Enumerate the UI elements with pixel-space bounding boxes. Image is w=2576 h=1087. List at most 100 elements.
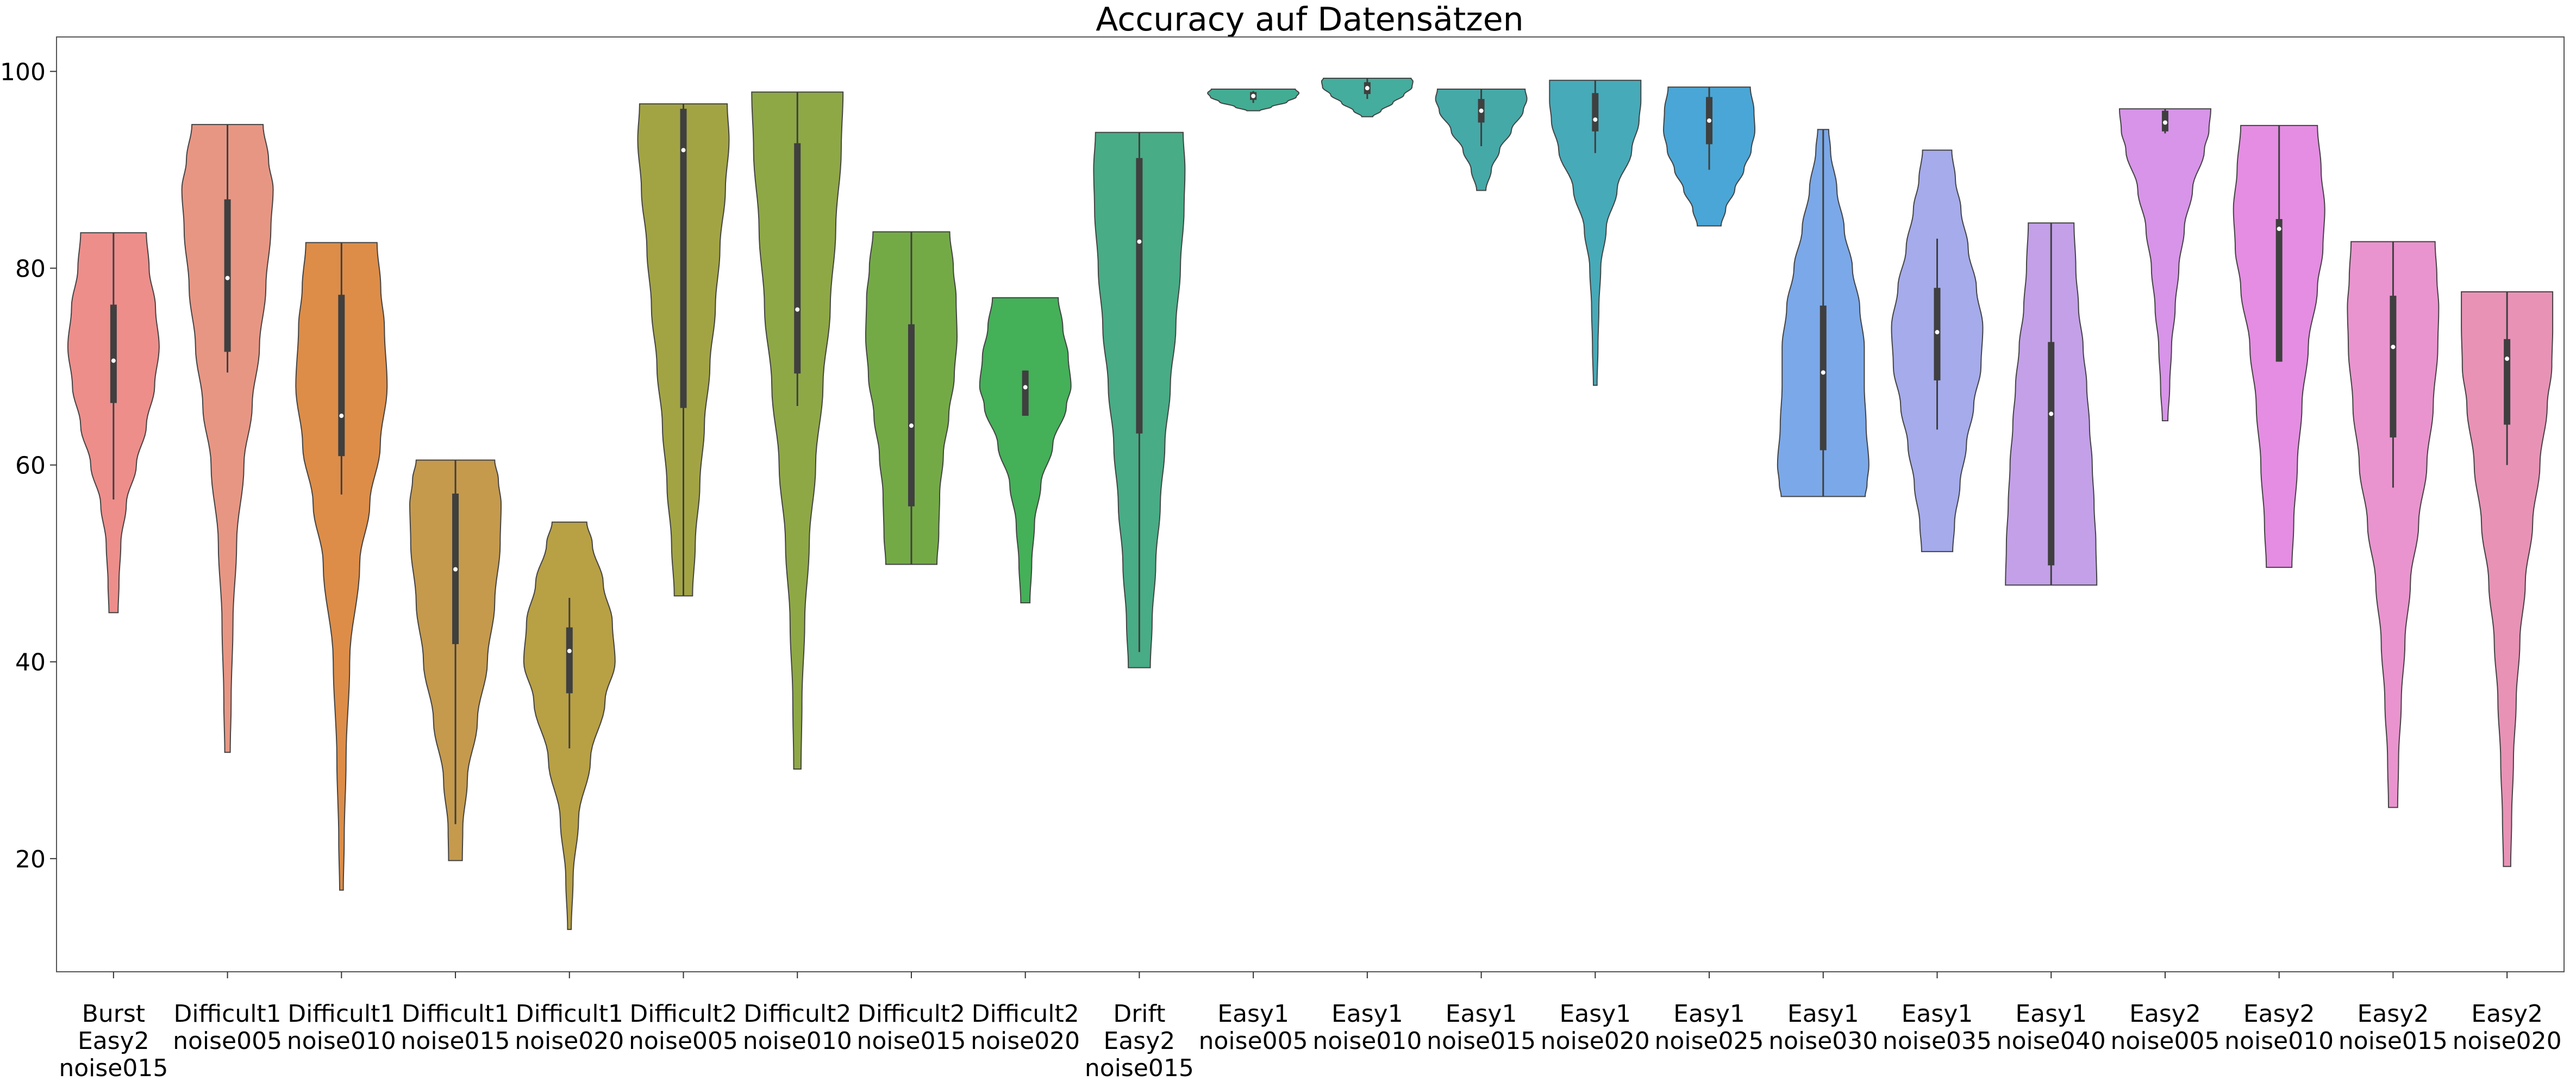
violin-median-dot [1707,118,1712,123]
violin-easy1-noise025 [1662,86,1755,227]
violins-group [67,78,2554,930]
x-tick-label-line: noise020 [515,1027,624,1055]
x-tick-label-line: Easy1 [1559,1000,1631,1028]
violin-easy1-noise030 [1777,129,1870,497]
violin-median-dot [795,307,800,312]
violin-median-dot [909,423,914,428]
violin-median-dot [1137,239,1142,244]
x-tick-label: Easy1 noise010 [1312,1000,1422,1055]
x-tick-label: Easy2 noise005 [2110,1000,2219,1055]
y-tick-label: 100 [0,58,46,86]
x-tick-label-line: noise040 [1997,1027,2106,1055]
violin-median-dot [567,648,572,653]
x-tick-label-line: Burst [82,1000,145,1028]
x-tick-label: Easy1 noise015 [1427,1000,1536,1055]
x-tick-label-line: Difficult2 [858,1000,965,1028]
violin-drift-easy2-noise015 [1093,132,1186,669]
x-tick-label-line: noise010 [2224,1027,2334,1055]
x-tick-label-line: noise030 [1768,1027,1878,1055]
violin-easy1-noise010 [1321,78,1414,117]
x-tick-label-line: noise010 [743,1027,852,1055]
y-tick-label: 80 [15,255,46,283]
x-tick-label: Easy1 noise005 [1199,1000,1308,1055]
x-tick-label-line: noise015 [1427,1027,1536,1055]
x-tick-label-line: noise005 [173,1027,282,1055]
x-tick-label: Burst Easy2 noise015 [59,1000,168,1082]
violin-easy2-noise020 [2461,291,2554,867]
x-tick-label: Difficult1 noise005 [173,1000,282,1055]
violin-body [2347,241,2440,808]
x-tick-label: Easy2 noise015 [2339,1000,2448,1055]
x-tick-label-line: Easy1 [1446,1000,1517,1028]
violin-body [2118,108,2212,422]
x-tick-label-line: Easy2 [78,1027,149,1055]
violin-difficult2-noise020 [979,297,1072,604]
violin-median-dot [1365,86,1370,91]
violin-median-dot [1023,385,1028,390]
violin-burst-easy2-noise015 [67,232,160,614]
x-tick-label: Easy1 noise030 [1768,1000,1878,1055]
violin-median-dot [111,358,116,363]
x-tick-label-line: noise015 [2339,1027,2448,1055]
violin-median-dot [2162,120,2167,125]
x-tick-label-line: Difficult2 [743,1000,851,1028]
x-tick-label: Difficult2 noise015 [856,1000,966,1055]
violin-easy2-noise005 [2118,108,2212,422]
violin-difficult1-noise010 [295,242,388,891]
x-tick-label: Difficult2 noise020 [971,1000,1080,1055]
x-tick-label: Difficult1 noise010 [287,1000,396,1055]
x-tick-label-line: Difficult2 [629,1000,737,1028]
x-tick-label-line: noise005 [2110,1027,2219,1055]
x-tick-label-line: noise025 [1655,1027,1764,1055]
violin-difficult1-noise015 [409,459,502,861]
x-tick-label: Difficult1 noise015 [401,1000,510,1055]
x-tick-label-line: Easy1 [1902,1000,1973,1028]
x-tick-label-line: Easy1 [1331,1000,1403,1028]
violin-body [1549,79,1642,386]
x-tick-label-line: Difficult2 [972,1000,1079,1028]
violin-median-dot [225,276,230,280]
violin-body [181,124,274,753]
chart-title: Accuracy auf Datensätzen [1096,1,1523,39]
x-tick-label-line: noise015 [59,1054,168,1082]
violin-easy2-noise010 [2233,124,2325,568]
x-tick-label-line: Easy2 [2471,1000,2543,1028]
x-tick-label-line: Easy2 [1104,1027,1176,1055]
violin-median-dot [1935,330,1940,335]
violin-median-dot [453,567,458,572]
x-tick-label-line: noise020 [971,1027,1080,1055]
violin-easy1-noise040 [2005,222,2098,586]
x-tick-label: Easy2 noise020 [2453,1000,2562,1055]
x-tick-label: Easy1 noise040 [1997,1000,2106,1055]
y-tick-label: 20 [15,846,46,873]
x-tick-label-line: noise010 [287,1027,396,1055]
violin-median-dot [2277,227,2281,232]
x-tick-label-line: Easy1 [1787,1000,1859,1028]
violin-difficult2-noise005 [637,103,730,597]
violin-easy1-noise005 [1207,89,1300,111]
x-tick-label: Easy1 noise035 [1883,1000,1992,1055]
x-tick-label-line: Difficult1 [402,1000,509,1028]
violin-median-dot [1593,117,1598,122]
violin-median-dot [2391,345,2396,349]
violin-easy2-noise015 [2347,241,2440,808]
violin-difficult1-noise020 [523,521,616,930]
x-tick-label-line: Difficult1 [287,1000,395,1028]
x-tick-label-line: noise015 [856,1027,966,1055]
violin-body [751,91,844,770]
x-tick-label-line: Easy1 [2015,1000,2087,1028]
violin-difficult2-noise010 [751,91,844,770]
x-tick-label-line: noise020 [2453,1027,2562,1055]
violin-difficult2-noise015 [865,231,958,565]
x-tick-label: Easy1 noise025 [1655,1000,1764,1055]
x-tick-label: Difficult1 noise020 [515,1000,624,1055]
x-tick-label: Difficult2 noise005 [629,1000,738,1055]
x-tick-label-line: noise005 [1199,1027,1308,1055]
y-tick-label: 60 [15,452,46,480]
violin-median-dot [1821,370,1825,375]
x-tick-label-line: noise035 [1883,1027,1992,1055]
x-tick-label-line: noise010 [1312,1027,1422,1055]
x-tick-label-line: Difficult1 [516,1000,623,1028]
